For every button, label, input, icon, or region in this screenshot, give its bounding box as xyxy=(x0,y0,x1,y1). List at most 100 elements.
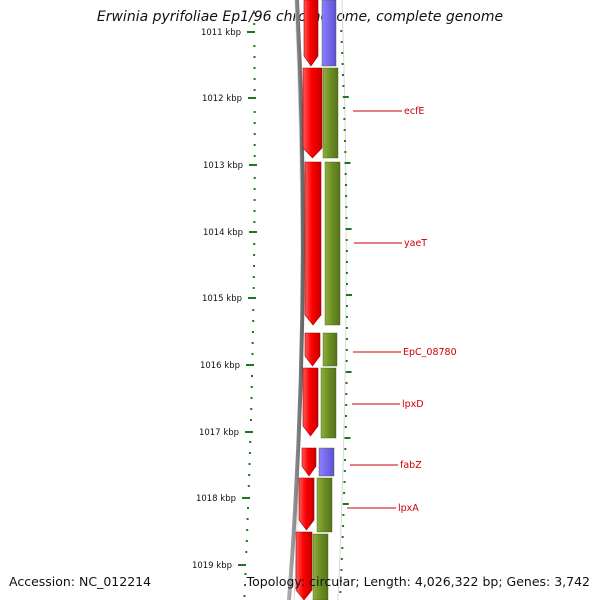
right-tick xyxy=(342,74,344,76)
forward-arrow-icon xyxy=(304,332,321,367)
minor-tick xyxy=(253,188,256,190)
minor-tick xyxy=(253,89,256,91)
scale-minor-ticks xyxy=(243,12,256,597)
minor-tick xyxy=(244,573,247,575)
right-tick xyxy=(344,448,347,450)
minor-tick xyxy=(252,320,255,322)
kbp-tick-label: 1012 kbp xyxy=(202,94,242,104)
right-tick xyxy=(345,228,352,230)
gene-label: fabZ xyxy=(400,460,422,471)
backbone-guide-line xyxy=(337,0,347,600)
right-tick xyxy=(345,239,348,241)
genome-backbone xyxy=(287,0,305,600)
right-tick xyxy=(341,536,344,538)
minor-tick xyxy=(243,595,246,597)
minor-tick xyxy=(250,397,253,399)
minor-tick xyxy=(251,375,253,377)
gene-label-layer: ecfE yaeT EpC_08780 lpxD fabZ lpxA xyxy=(347,106,457,514)
forward-arrow-icon xyxy=(301,447,317,477)
minor-tick xyxy=(253,12,256,14)
gene-label: lpxA xyxy=(398,503,419,514)
kbp-tick-label: 1016 kbp xyxy=(200,361,240,371)
gene-track xyxy=(312,0,341,600)
minor-tick xyxy=(250,386,253,388)
minor-tick xyxy=(245,551,248,553)
minor-tick xyxy=(253,56,256,58)
minor-tick xyxy=(252,276,255,278)
minor-tick xyxy=(250,408,253,410)
gene-label: lpxD xyxy=(402,399,424,410)
gene-label: ecfE xyxy=(404,106,424,117)
right-tick xyxy=(346,305,348,307)
right-tick xyxy=(344,459,346,461)
kbp-tick-label: 1015 kbp xyxy=(202,294,242,304)
minor-tick xyxy=(246,529,249,531)
minor-tick xyxy=(253,199,256,201)
minor-tick xyxy=(253,254,256,256)
minor-tick xyxy=(253,23,256,25)
gene-block xyxy=(322,67,339,159)
right-tick xyxy=(345,360,348,362)
right-tick xyxy=(345,382,348,384)
right-tick xyxy=(340,30,343,32)
right-tick xyxy=(345,195,348,197)
minor-tick xyxy=(253,221,256,223)
minor-tick xyxy=(253,122,256,124)
kbp-tick-label: 1013 kbp xyxy=(203,161,243,171)
minor-tick xyxy=(248,474,251,476)
right-tick xyxy=(345,371,352,373)
rna-feature-block xyxy=(318,447,335,477)
right-tick xyxy=(345,349,348,351)
kbp-tick-label: 1014 kbp xyxy=(203,228,243,238)
right-tick xyxy=(342,503,349,505)
forward-cds-track xyxy=(295,0,323,600)
gene-block xyxy=(316,477,333,533)
gene-label: yaeT xyxy=(404,238,427,249)
kbp-tick-label: 1019 kbp xyxy=(192,561,232,571)
right-tick xyxy=(344,162,351,164)
minor-tick xyxy=(249,441,252,443)
right-tick xyxy=(345,415,347,417)
right-tick xyxy=(344,140,346,142)
minor-tick xyxy=(253,144,256,146)
right-tick xyxy=(341,63,344,65)
map-title: Erwinia pyrifoliae Ep1/96 chromosome, co… xyxy=(96,9,504,25)
right-tick xyxy=(345,261,348,263)
minor-tick xyxy=(253,111,256,113)
forward-arrow-icon xyxy=(303,0,319,67)
minor-tick xyxy=(253,210,256,212)
accession-text: Accession: NC_012214 xyxy=(9,574,152,589)
kbp-tick-label: 1011 kbp xyxy=(201,28,241,38)
minor-tick xyxy=(247,485,250,487)
forward-arrow-icon xyxy=(304,161,322,326)
right-tick xyxy=(341,52,344,54)
right-tick xyxy=(344,426,347,428)
forward-arrow-icon xyxy=(302,67,323,159)
gene-block xyxy=(322,332,338,367)
right-tick xyxy=(342,85,345,87)
minor-tick xyxy=(251,342,254,344)
minor-tick xyxy=(253,45,256,47)
minor-tick xyxy=(252,287,255,289)
minor-tick xyxy=(248,463,251,465)
right-tick xyxy=(339,580,342,582)
right-tick xyxy=(342,514,345,516)
right-tick xyxy=(346,316,348,318)
right-tick xyxy=(342,96,349,98)
right-tick xyxy=(343,470,346,472)
right-tick xyxy=(345,217,348,219)
forward-arrow-icon xyxy=(302,367,319,437)
right-tick xyxy=(345,404,348,406)
minor-tick xyxy=(253,155,256,157)
minor-tick xyxy=(253,265,255,267)
right-tick xyxy=(346,294,352,296)
right-tick xyxy=(343,481,346,483)
minor-tick xyxy=(253,78,256,80)
right-tick xyxy=(339,591,342,593)
minor-tick xyxy=(247,507,249,509)
right-tick xyxy=(341,547,344,549)
right-tick xyxy=(343,492,346,494)
minor-tick xyxy=(245,540,248,542)
topology-text: Topology: circular; Length: 4,026,322 bp… xyxy=(246,574,590,589)
right-tick xyxy=(345,272,348,274)
